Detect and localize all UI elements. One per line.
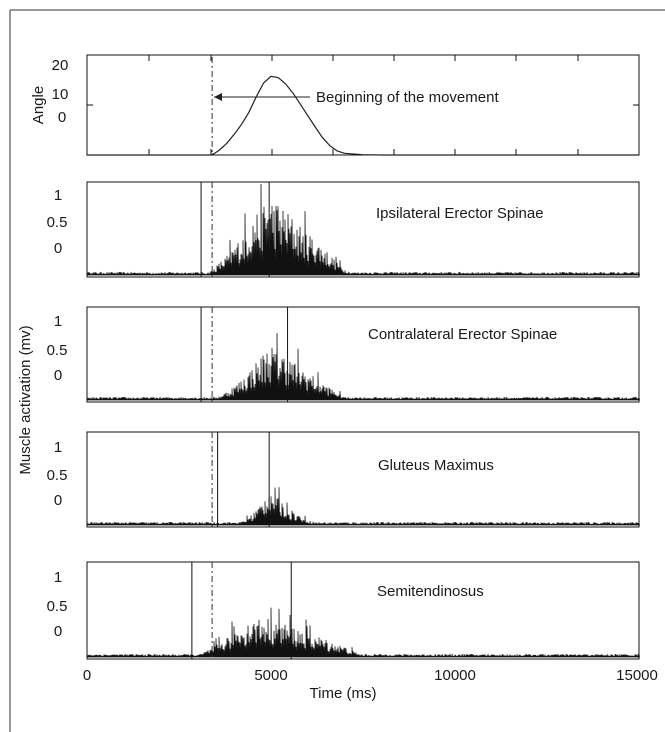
st-tick-label-0-5: 0.5 — [47, 598, 68, 615]
ies-tick-label-0: 0 — [54, 240, 62, 257]
annotation-beginning-of-movement: Beginning of the movement — [316, 89, 499, 106]
st-tick-label-0: 0 — [54, 623, 62, 640]
x-tick-label-15000: 15000 — [616, 667, 658, 684]
x-tick-label-0: 0 — [83, 667, 91, 684]
ces-tick-label-1: 1 — [54, 313, 62, 330]
gm-tick-label-0-5: 0.5 — [47, 467, 68, 484]
ies-emg-signal — [86, 183, 640, 276]
x-tick-label-10000: 10000 — [434, 667, 476, 684]
panel-ies-frame — [86, 181, 640, 278]
ies-tick-label-0-5: 0.5 — [47, 214, 68, 231]
ces-tick-label-0: 0 — [54, 367, 62, 384]
st-title: Semitendinosus — [377, 583, 484, 600]
angle-ticks — [87, 55, 639, 155]
annotation-arrow — [214, 93, 310, 101]
angle-axis-title: Angle — [30, 86, 47, 124]
angle-tick-label-20: 20 — [52, 57, 69, 74]
gm-emg-signal — [86, 487, 641, 526]
ies-tick-label-1: 1 — [54, 187, 62, 204]
st-tick-label-1: 1 — [54, 569, 62, 586]
st-emg-signal — [86, 607, 640, 658]
angle-tick-label-10: 10 — [52, 86, 69, 103]
ces-title: Contralateral Erector Spinae — [368, 326, 557, 343]
panel-gm-frame — [86, 431, 640, 528]
angle-series-line — [87, 75, 639, 156]
panel-ces-frame — [86, 306, 640, 403]
ies-title: Ipsilateral Erector Spinae — [376, 205, 544, 222]
gm-title: Gluteus Maximus — [378, 457, 494, 474]
ces-emg-signal — [86, 333, 640, 401]
x-axis-title: Time (ms) — [310, 685, 377, 702]
gm-tick-label-0: 0 — [54, 492, 62, 509]
panel-st-frame — [86, 561, 640, 660]
angle-tick-label-0: 0 — [58, 109, 66, 126]
x-tick-label-5000: 5000 — [254, 667, 287, 684]
y-axis-title: Muscle activation (mv) — [17, 325, 34, 474]
ces-tick-label-0-5: 0.5 — [47, 342, 68, 359]
panel-angle: Angle 20 10 0 Beginning of the movement — [30, 54, 640, 156]
panel-contralateral-erector-spinae: Contralateral Erector Spinae 1 0.5 0 — [47, 306, 640, 403]
panel-ipsilateral-erector-spinae: Ipsilateral Erector Spinae 1 0.5 0 — [47, 181, 640, 278]
panel-gluteus-maximus: Gluteus Maximus 1 0.5 0 — [47, 431, 641, 528]
gm-tick-label-1: 1 — [54, 439, 62, 456]
panel-semitendinosus: Semitendinosus 1 0.5 0 0 5000 10000 1500… — [47, 561, 658, 684]
